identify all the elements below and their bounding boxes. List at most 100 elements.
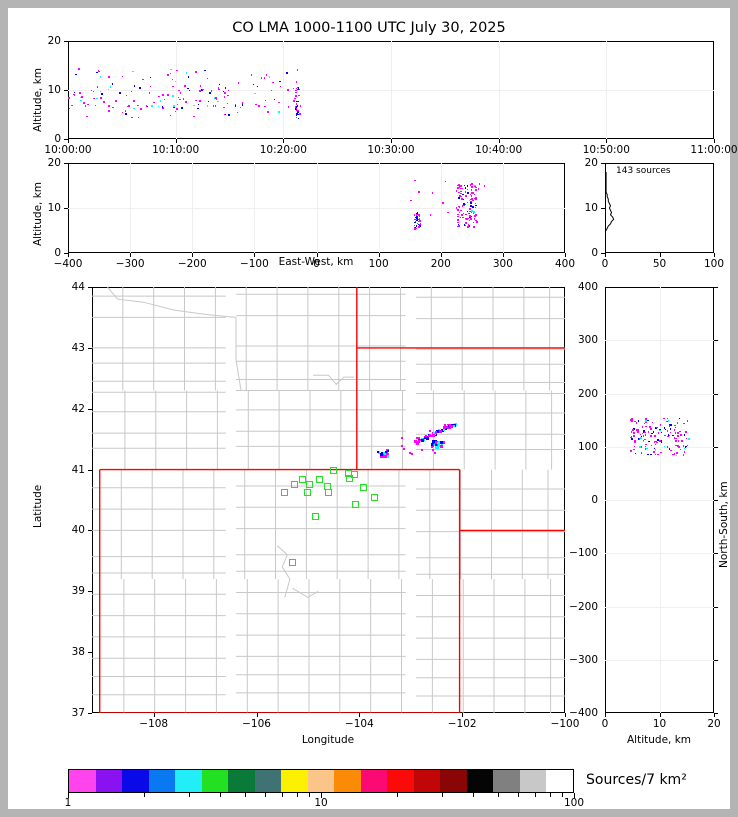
p1-yticklabel: 10 [47,83,61,96]
colorbar-ticklabel: 1 [64,797,72,809]
p1-xtick [391,139,392,143]
p2-xticklabel: 300 [492,258,513,270]
p2-xlabel: East-West, km [278,256,354,268]
p1-yticklabel: 20 [47,34,61,47]
colorbar-minor-tick [244,793,246,797]
colorbar-minor-tick [144,793,146,797]
colorbar-minor-tick [220,793,222,797]
map-yticklabel: 44 [71,280,85,293]
map-xticklabel: −104 [344,718,374,730]
colorbar-swatch [546,770,573,792]
colorbar-minor-tick [296,793,298,797]
colorbar-minor-tick [441,793,443,797]
ns-ytick [714,287,718,288]
map-ytick [88,713,92,714]
colorbar-swatch [281,770,308,792]
colorbar-swatch [175,770,202,792]
p1-xtick [714,139,715,143]
ns-yticklabel: 400 [577,280,598,293]
ns-ytick [714,393,718,395]
ns-ytick [714,340,718,342]
colorbar-swatch [466,770,494,792]
colorbar-ticklabel: 100 [563,797,585,809]
map-yticklabel: 43 [71,341,85,354]
p1-ytick [64,139,68,140]
ns-yticklabel: 100 [577,440,598,453]
colorbar-swatch [413,770,441,792]
p2-yticklabel: 0 [54,246,61,259]
p2-ylabel: Altitude, km [32,181,44,246]
p3-xtick [714,253,715,257]
p1-ylabel: Altitude, km [32,67,44,132]
p1-xticklabel: 10:40:00 [475,144,523,156]
p2-xtick [565,253,566,257]
p2-xticklabel: −300 [115,258,145,270]
colorbar-swatch [254,770,282,792]
colorbar-minor-tick [517,793,519,797]
colorbar [68,769,574,793]
p2-xticklabel: 100 [368,258,389,270]
map-xticklabel: −102 [447,718,477,730]
ns-yticklabel: 200 [577,387,598,400]
figure-canvas: CO LMA 1000-1100 UTC July 30, 2025 Altit… [8,8,738,809]
p1-xticklabel: 10:20:00 [259,144,307,156]
ns-xtick [659,713,661,717]
ns-ytick [714,713,718,714]
colorbar-minor-tick [188,793,190,797]
map-xtick [359,713,361,717]
p1-xticklabel: 10:30:00 [367,144,415,156]
panel-northsouth-vs-altitude [605,287,714,713]
p3-xtick [605,253,606,257]
ns-yticklabel: −400 [569,706,598,719]
p3-xticklabel: 100 [703,258,725,270]
ns-yticklabel: 300 [577,334,598,346]
p2-xticklabel: −200 [177,258,207,270]
colorbar-swatch [122,770,149,792]
ns-yticklabel: −300 [569,653,598,666]
colorbar-ticklabel: 10 [314,797,328,809]
map-xtick [153,713,155,717]
p2-xtick [68,253,69,257]
colorbar-swatch [360,770,388,792]
colorbar-swatch [148,770,176,792]
ns-ytick [714,659,718,661]
colorbar-swatch [387,770,414,792]
colorbar-minor-tick [281,793,283,797]
p2-yticklabel: 10 [47,201,61,214]
colorbar-swatch [307,770,335,792]
colorbar-swatch [69,770,96,792]
map-xticklabel: −106 [242,718,271,730]
colorbar-major-tick [321,793,322,798]
p3-yticklabel: 10 [584,201,598,214]
colorbar-minor-tick [473,793,475,797]
ns-ytick [714,606,718,608]
colorbar-swatch [493,770,520,792]
map-xtick [256,713,258,717]
colorbar-minor-tick [562,793,564,797]
map-yticklabel: 37 [71,706,85,719]
ns-xtick [605,713,606,717]
p1-xticklabel: 10:10:00 [152,144,200,156]
colorbar-minor-tick [497,793,499,797]
p1-xtick [175,139,177,143]
colorbar-swatch [228,770,255,792]
p2-xticklabel: −100 [239,258,269,270]
p3-yticklabel: 20 [584,156,598,169]
p1-xtick [606,139,608,143]
colorbar-minor-tick [264,793,266,797]
p2-xtick [192,253,194,257]
p1-xtick [68,139,69,143]
p2-xtick [130,253,132,257]
ns-xticklabel: 0 [601,718,609,730]
p1-xtick [283,139,285,143]
colorbar-swatch [201,770,229,792]
colorbar-swatch [440,770,467,792]
map-xticklabel: −100 [550,718,580,730]
map-xtick [462,713,464,717]
ns-xticklabel: 20 [707,718,721,730]
map-xtick [565,713,566,717]
colorbar-minor-tick [534,793,536,797]
colorbar-major-tick [574,793,575,798]
p3-xticklabel: 0 [601,258,609,270]
panel-altitude-vs-eastwest [68,163,565,253]
